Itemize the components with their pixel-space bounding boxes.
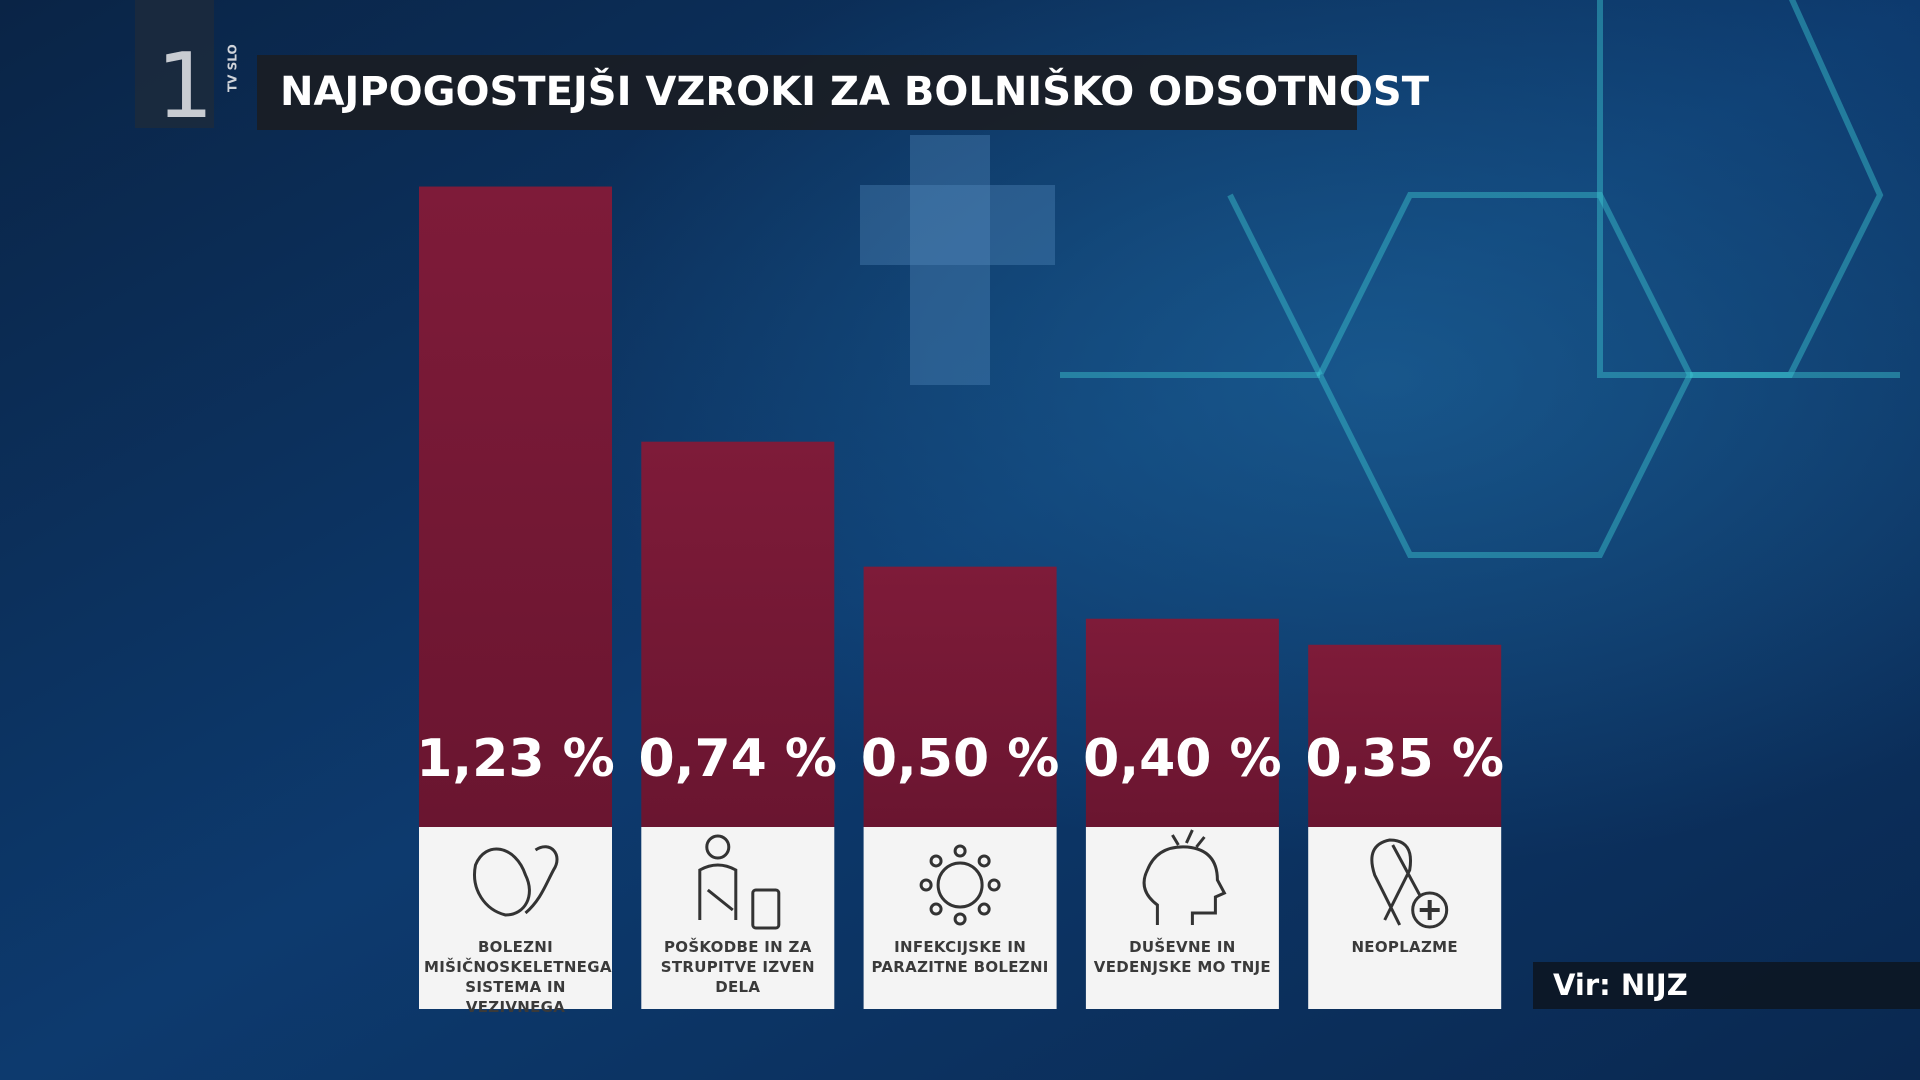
channel-name: TV SLO (226, 44, 240, 92)
category-icon (698, 834, 781, 930)
category-box (1085, 827, 1279, 1009)
icon (1370, 838, 1422, 926)
category-label: DUŠEVNE IN VEDENJSKE MO TNJE (1093, 938, 1271, 976)
bar (863, 566, 1057, 827)
bar (1085, 618, 1279, 827)
category-label: BOLEZNI MIŠIČNOSKELETNEGA SISTEMA IN VEZ… (424, 938, 612, 1016)
icon (953, 912, 967, 926)
category-label: NEOPLAZME (1351, 938, 1458, 956)
category-label: INFEKCIJSKE IN PARAZITNE BOLEZNI (871, 938, 1049, 976)
cross-decoration (860, 135, 1055, 385)
icon (1411, 891, 1449, 929)
icon (1171, 829, 1206, 848)
logo-box (135, 0, 214, 128)
icon (987, 878, 1001, 892)
category-icon (1370, 838, 1449, 929)
category-label: POŠKODBE IN ZA STRUPITVE IZVEN DELA (660, 938, 815, 996)
title-box (257, 55, 1357, 130)
icon (751, 888, 781, 930)
value-label: 0,74 % (639, 729, 838, 789)
icon (953, 844, 967, 858)
channel-number: 1 (156, 34, 213, 139)
icon (705, 834, 731, 860)
icon (977, 902, 991, 916)
category-icon (473, 845, 559, 917)
icon (929, 902, 943, 916)
source-box (1533, 962, 1920, 1009)
icon (473, 845, 559, 917)
icon (919, 878, 933, 892)
value-label: 0,40 % (1083, 729, 1282, 789)
chart-title: NAJPOGOSTEJŠI VZROKI ZA BOLNIŠKO ODSOTNO… (280, 67, 1430, 115)
icon (977, 854, 991, 868)
value-label: 0,35 % (1305, 729, 1504, 789)
icon (929, 854, 943, 868)
bar (1308, 644, 1502, 827)
source: Vir: NIJZ (1553, 968, 1688, 1002)
value-label: 0,50 % (861, 729, 1060, 789)
category-box (1308, 827, 1502, 1009)
category-box (641, 827, 835, 1009)
icon (936, 861, 984, 909)
icon (1419, 900, 1440, 920)
bar (419, 186, 612, 827)
hexagon-decoration (1060, 0, 1900, 558)
icon (698, 863, 738, 920)
value-label: 1,23 % (416, 729, 615, 789)
category-icon (1142, 829, 1227, 925)
category-icon (919, 844, 1001, 926)
icon (1142, 845, 1227, 925)
bar (641, 441, 835, 827)
category-box (863, 827, 1057, 1009)
